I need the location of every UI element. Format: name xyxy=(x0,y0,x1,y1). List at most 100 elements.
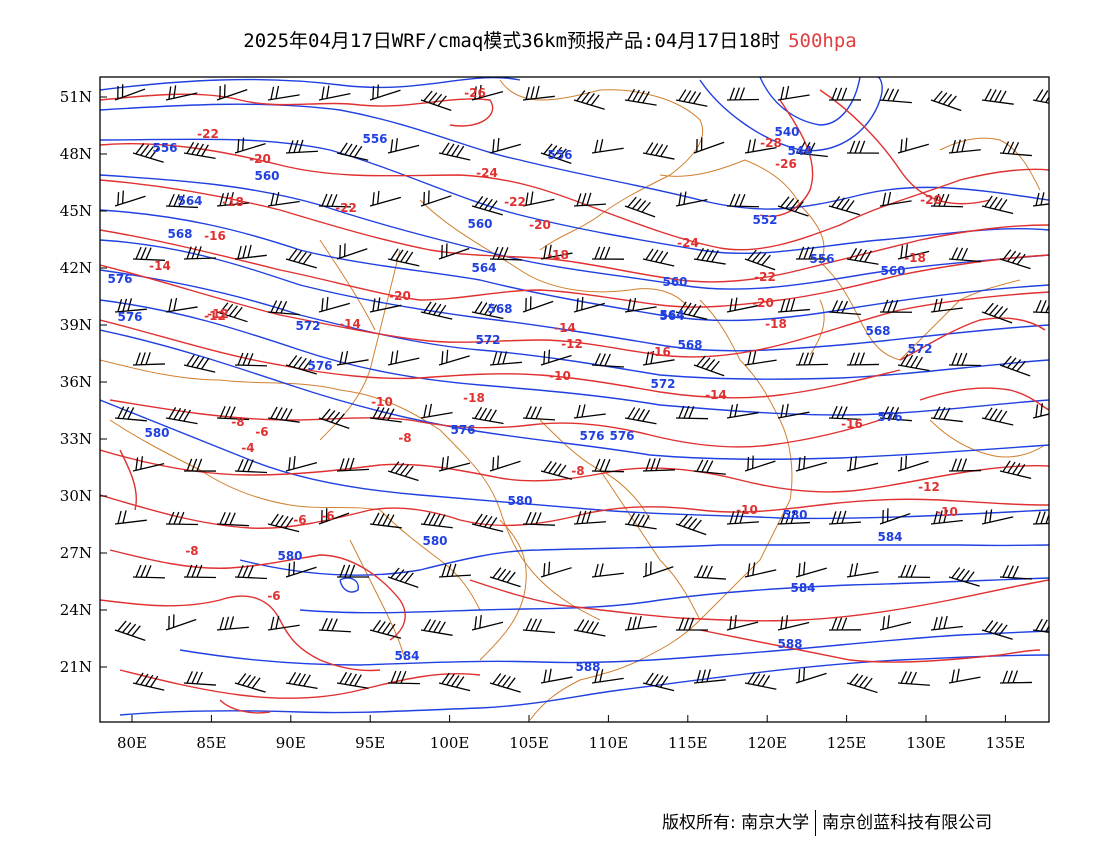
wind-barb xyxy=(369,619,402,639)
wind-barb xyxy=(744,672,777,690)
temperature-contour-label: -12 xyxy=(561,337,583,351)
wind-barb xyxy=(540,349,572,366)
wind-barb xyxy=(165,614,197,631)
lon-tick-label: 80E xyxy=(117,734,147,752)
wind-barb xyxy=(675,301,708,320)
border-lines xyxy=(100,79,1046,721)
height-contour-label: 572 xyxy=(475,333,500,347)
lat-tick-label: 51N xyxy=(60,88,92,106)
wind-barb xyxy=(267,85,300,101)
wind-barb xyxy=(471,513,504,533)
wind-barb xyxy=(624,88,657,106)
height-contours xyxy=(100,77,1049,716)
wind-barb xyxy=(165,85,198,101)
lon-tick-label: 115E xyxy=(668,734,708,752)
wind-barb xyxy=(318,85,351,101)
wind-barb xyxy=(846,247,879,265)
wind-barb xyxy=(540,668,573,684)
wind-barb xyxy=(183,458,217,472)
wind-barb xyxy=(693,668,726,684)
wind-barb xyxy=(183,671,216,686)
wind-barb xyxy=(369,406,402,423)
wind-barb xyxy=(591,458,625,473)
lon-tick-label: 130E xyxy=(906,734,946,752)
wind-barb xyxy=(948,567,980,587)
height-contour-label: 572 xyxy=(907,342,932,356)
copyright-left: 版权所有: 南京大学 xyxy=(662,813,810,833)
wind-barb xyxy=(369,512,402,529)
wind-barb xyxy=(897,671,930,686)
wind-barb xyxy=(183,354,216,373)
temperature-contour-label: -16 xyxy=(841,417,863,431)
wind-barb xyxy=(216,511,249,527)
longitude-axis: 80E 85E 90E 95E 100E 105E 110E 115E 120E 125E 130E… xyxy=(117,715,1025,752)
wind-barb xyxy=(726,87,760,101)
wind-barb xyxy=(693,459,726,475)
wind-barb xyxy=(387,461,419,482)
wind-barb xyxy=(573,619,606,637)
wind-barb xyxy=(318,296,350,313)
height-contour-label: 564 xyxy=(177,194,202,208)
wind-barb xyxy=(285,671,318,690)
temperature-contour-label: -6 xyxy=(321,509,334,523)
height-contour-label: 584 xyxy=(394,649,419,663)
wind-barb xyxy=(438,349,470,366)
wind-barb xyxy=(828,510,861,525)
wind-barb xyxy=(318,193,352,208)
lon-tick-label: 120E xyxy=(747,734,787,752)
weather-map: 576 556 556 556 560 564 568 576 572 576 560 564 568 5… xyxy=(60,76,1050,752)
wind-barb xyxy=(114,510,147,525)
wind-barb xyxy=(540,460,573,480)
wind-barb xyxy=(318,618,351,633)
lat-tick-label: 33N xyxy=(60,430,92,448)
height-contour-label: 576 xyxy=(307,359,332,373)
wind-barb xyxy=(132,246,165,261)
wind-barb xyxy=(879,299,913,313)
wind-barb xyxy=(591,246,625,260)
height-contour-label: 588 xyxy=(575,660,600,674)
wind-barb xyxy=(267,615,300,631)
wind-barb xyxy=(267,513,300,533)
wind-barb xyxy=(438,672,471,692)
wind-barb xyxy=(693,565,726,580)
wind-barb xyxy=(777,85,810,101)
wind-barb xyxy=(777,510,810,525)
footer-separator xyxy=(815,810,817,836)
wind-barb xyxy=(540,244,573,260)
wind-barb xyxy=(438,563,471,578)
wind-barb xyxy=(132,564,166,579)
temperature-contour-label: -18 xyxy=(904,251,926,265)
lon-tick-label: 110E xyxy=(589,734,629,752)
wind-barb xyxy=(642,350,675,366)
height-contour-label: 580 xyxy=(422,534,447,548)
wind-barb xyxy=(183,564,217,579)
wind-barb xyxy=(471,196,503,216)
wind-barb xyxy=(573,90,605,110)
wind-barb xyxy=(591,353,624,368)
wind-barb xyxy=(981,302,1013,324)
wind-barb xyxy=(675,514,707,536)
wind-barb xyxy=(489,673,521,693)
wind-barb xyxy=(234,352,268,367)
wind-barb xyxy=(642,561,674,578)
wind-barb xyxy=(930,615,963,631)
wind-barb xyxy=(132,672,165,691)
wind-barb xyxy=(675,191,708,207)
wind-barb xyxy=(216,405,249,421)
height-contour-label: 572 xyxy=(650,377,675,391)
wind-barb xyxy=(369,84,401,101)
height-contour-label: 568 xyxy=(677,338,702,352)
height-contour-label: 580 xyxy=(144,426,169,440)
lon-tick-label: 105E xyxy=(509,734,549,752)
wind-barb xyxy=(114,620,146,641)
lon-tick-label: 135E xyxy=(986,734,1026,752)
wind-barb xyxy=(573,404,606,419)
temperature-contour-label: -16 xyxy=(649,345,671,359)
wind-barb xyxy=(828,196,860,216)
height-contour-label: 560 xyxy=(662,275,687,289)
wind-barb xyxy=(114,84,146,101)
wind-barb xyxy=(387,350,420,366)
wind-barb xyxy=(726,615,759,631)
title-main: 2025年04月17日WRF/cmaq模式36km预报产品:04月17日18时 xyxy=(243,30,781,52)
wind-barb xyxy=(930,193,964,208)
